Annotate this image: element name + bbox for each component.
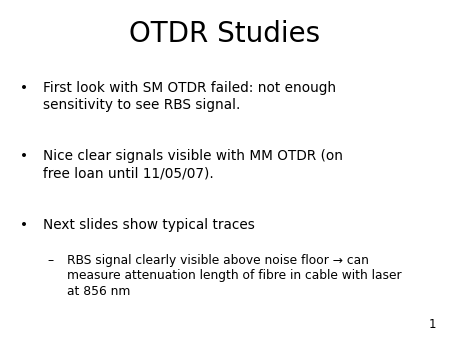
Text: Next slides show typical traces: Next slides show typical traces: [43, 218, 255, 232]
Text: •: •: [20, 81, 28, 95]
Text: 1: 1: [429, 318, 436, 331]
Text: OTDR Studies: OTDR Studies: [130, 20, 320, 48]
Text: •: •: [20, 149, 28, 163]
Text: Nice clear signals visible with MM OTDR (on
free loan until 11/05/07).: Nice clear signals visible with MM OTDR …: [43, 149, 343, 180]
Text: RBS signal clearly visible above noise floor → can
measure attenuation length of: RBS signal clearly visible above noise f…: [67, 254, 401, 298]
Text: •: •: [20, 218, 28, 232]
Text: First look with SM OTDR failed: not enough
sensitivity to see RBS signal.: First look with SM OTDR failed: not enou…: [43, 81, 336, 112]
Text: –: –: [47, 254, 54, 267]
